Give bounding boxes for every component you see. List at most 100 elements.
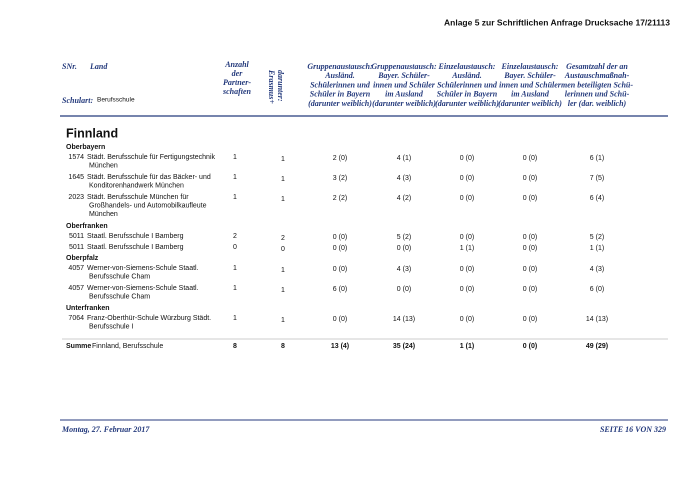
- partnerships: 2: [233, 233, 237, 240]
- col-exchange: innen und Schüler: [373, 80, 436, 89]
- col-exchange: lerinnen und Schü-: [565, 90, 630, 99]
- exchange-value: 1 (1): [590, 245, 604, 252]
- exchange-value: 5 (2): [590, 234, 604, 241]
- col-exchange: im Ausland: [511, 90, 550, 99]
- exchange-value: 4 (3): [397, 266, 411, 273]
- exchange-value: 0 (0): [523, 175, 537, 182]
- total-value: 49 (29): [586, 343, 608, 350]
- col-exchange: innen und Schüler: [499, 80, 562, 89]
- school-name: Städt. Berufsschule für das Bäcker- und: [87, 174, 211, 181]
- exchange-value: 2 (0): [333, 155, 347, 162]
- exchange-value: 0 (0): [333, 316, 347, 323]
- col-schulart: Berufsschule: [97, 97, 135, 104]
- school-name: München: [89, 162, 118, 169]
- total-value: 13 (4): [331, 343, 349, 350]
- col-exchange: Schülerinnen und: [437, 80, 498, 89]
- col-land: Land: [89, 62, 108, 71]
- exchange-value: 6 (0): [590, 286, 604, 293]
- exchange-value: 0 (0): [523, 245, 537, 252]
- region: Unterfranken: [66, 305, 110, 312]
- col-partnerships: Anzahl: [224, 60, 249, 69]
- col-exchange: Schüler in Bayern: [310, 90, 371, 99]
- partnerships: 1: [233, 285, 237, 292]
- col-exchange: Schüler in Bayern: [437, 90, 498, 99]
- col-partnerships: der: [232, 69, 244, 78]
- col-exchange: im Ausland: [385, 90, 424, 99]
- total-erasmus: 8: [281, 343, 285, 350]
- col-exchange: Gruppenaustausch:: [371, 62, 437, 71]
- col-exchange: (darunter weiblich): [435, 99, 499, 108]
- school-name: Konditorenhandwerk München: [89, 182, 184, 189]
- col-exchange: Schülerinnen und: [310, 80, 371, 89]
- exchange-value: 4 (2): [397, 195, 411, 202]
- total-value: 0 (0): [523, 343, 537, 350]
- erasmus: 1: [281, 156, 285, 163]
- region: Oberfranken: [66, 223, 108, 230]
- exchange-value: 0 (0): [333, 234, 347, 241]
- col-exchange: (darunter weiblich): [498, 99, 562, 108]
- school-name: Städt. Berufsschule München für: [87, 194, 189, 201]
- col-exchange: (darunter weiblich): [308, 99, 372, 108]
- school-name: Großhandels- und Automobilkaufleute: [89, 202, 207, 209]
- school-name: Staatl. Berufsschule I Bamberg: [87, 244, 184, 251]
- exchange-value: 0 (0): [523, 195, 537, 202]
- total-name: Finnland, Berufsschule: [92, 343, 163, 350]
- exchange-value: 0 (0): [460, 195, 474, 202]
- annex-title: Anlage 5 zur Schriftlichen Anfrage Druck…: [444, 17, 670, 27]
- school-name: Staatl. Berufsschule I Bamberg: [87, 233, 184, 240]
- exchange-value: 6 (0): [333, 286, 347, 293]
- exchange-value: 0 (0): [523, 155, 537, 162]
- footer-date: Montag, 27. Februar 2017: [61, 425, 150, 434]
- total-value: 35 (24): [393, 343, 415, 350]
- exchange-value: 0 (0): [397, 286, 411, 293]
- exchange-value: 0 (0): [333, 266, 347, 273]
- school-id: 4057: [68, 265, 84, 272]
- partnerships: 1: [233, 194, 237, 201]
- region: Oberpfalz: [66, 255, 99, 262]
- school-id: 2023: [68, 194, 84, 201]
- col-exchange: Ausländ.: [324, 71, 355, 80]
- school-id: 5011: [69, 244, 84, 251]
- exchange-value: 0 (0): [333, 245, 347, 252]
- erasmus: 2: [281, 235, 285, 242]
- partnerships: 1: [233, 265, 237, 272]
- col-exchange: Einzelaustausch:: [438, 62, 496, 71]
- partnerships: 1: [233, 315, 237, 322]
- exchange-value: 14 (13): [586, 316, 608, 323]
- col-exchange: Bayer. Schüler-: [503, 71, 556, 80]
- exchange-value: 0 (0): [460, 266, 474, 273]
- exchange-value: 5 (2): [397, 234, 411, 241]
- exchange-value: 0 (0): [523, 286, 537, 293]
- partnerships: 1: [233, 174, 237, 181]
- exchange-value: 7 (5): [590, 175, 604, 182]
- country: Finnland: [66, 126, 118, 140]
- partnerships: 1: [233, 154, 237, 161]
- exchange-value: 4 (3): [590, 266, 604, 273]
- exchange-value: 0 (0): [460, 175, 474, 182]
- school-name: Werner-von-Siemens-Schule Staatl.: [87, 265, 199, 272]
- partnerships: 0: [233, 244, 237, 251]
- school-id: 1574: [68, 154, 84, 161]
- school-name: Werner-von-Siemens-Schule Staatl.: [87, 285, 199, 292]
- col-exchange: (darunter weiblich): [372, 99, 436, 108]
- school-id: 5011: [69, 233, 84, 240]
- col-exchange: Einzelaustausch:: [501, 62, 559, 71]
- exchange-value: 6 (4): [590, 195, 604, 202]
- exchange-value: 14 (13): [393, 316, 415, 323]
- exchange-value: 6 (1): [590, 155, 604, 162]
- exchange-value: 0 (0): [523, 316, 537, 323]
- col-erasmus: Erasmus+: [267, 69, 276, 104]
- col-exchange: Bayer. Schüler-: [377, 71, 430, 80]
- school-name: Städt. Berufsschule für Fertigungstechni…: [87, 154, 216, 161]
- school-name: Berufsschule Cham: [89, 273, 150, 280]
- erasmus: 1: [281, 287, 285, 294]
- exchange-value: 4 (3): [397, 175, 411, 182]
- school-name: Berufsschule Cham: [89, 293, 150, 300]
- total-label: Summe: [66, 343, 91, 350]
- erasmus: 1: [281, 317, 285, 324]
- col-exchange: Gesamtzahl der an: [566, 62, 628, 71]
- col-partnerships: schaften: [222, 87, 252, 96]
- col-partnerships: Partner-: [223, 78, 251, 87]
